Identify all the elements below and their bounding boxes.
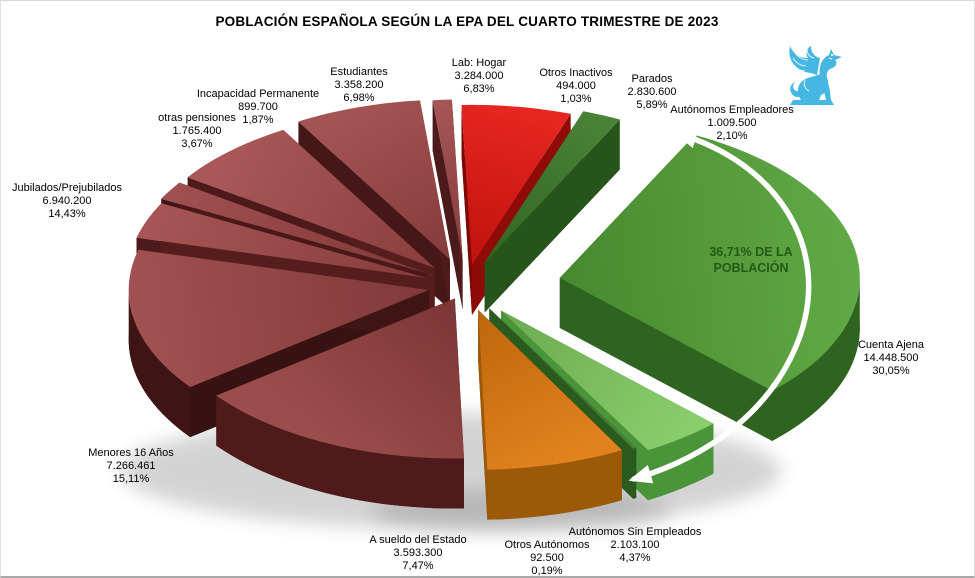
griffin-logo-icon (789, 46, 842, 105)
slice-label-a-sueldo-del-estado: A sueldo del Estado 3.593.300 7,47% (369, 534, 467, 572)
slice-label-otras-pensiones: otras pensiones 1.765.400 3,67% (158, 112, 236, 150)
slice-label-otros-autonomos: Otros Autónomos 92.500 0,19% (504, 539, 590, 577)
slice-label-menores-16-anos: Menores 16 Años 7.266.461 15,11% (88, 447, 174, 485)
pie-slice-otros-inactivos (432, 99, 463, 310)
slice-label-autonomos-sin-empleados: Autónomos Sin Empleados 2.103.100 4,37% (568, 526, 702, 564)
slice-label-parados: Parados 2.830.600 5,89% (627, 73, 677, 111)
population-share-annotation: 36,71% DE LA POBLACIÓN (671, 244, 831, 276)
pie-slice-menores-16-anos (216, 298, 464, 509)
slice-label-autonomos-empleadores: Autónomos Empleadores 1.009.500 2,10% (670, 104, 794, 142)
slice-label-jubilados-prejubilados: Jubilados/Prejubilados 6.940.200 14,43% (11, 182, 123, 220)
chart-title: POBLACIÓN ESPAÑOLA SEGÚN LA EPA DEL CUAR… (215, 14, 719, 29)
annotation-line-2: POBLACIÓN (713, 261, 789, 275)
slice-label-otros-inactivos: Otros Inactivos 494.000 1,03% (539, 67, 613, 105)
pie-slice-autonomos-empleadores (484, 111, 620, 313)
slice-label-cuenta-ajena: Cuenta Ajena 14.448.500 30,05% (857, 339, 925, 377)
slice-label-lab-hogar: Lab: Hogar 3.284.000 6,83% (451, 57, 507, 95)
slice-label-incapacidad-permanente: Incapacidad Permanente 899.700 1,87% (196, 88, 320, 126)
annotation-arrow (628, 129, 812, 484)
pie-slice-a-sueldo-del-estado (478, 309, 622, 520)
slice-label-estudiantes: Estudiantes 3.358.200 6,98% (330, 66, 388, 104)
annotation-line-1: 36,71% DE LA (709, 245, 793, 259)
